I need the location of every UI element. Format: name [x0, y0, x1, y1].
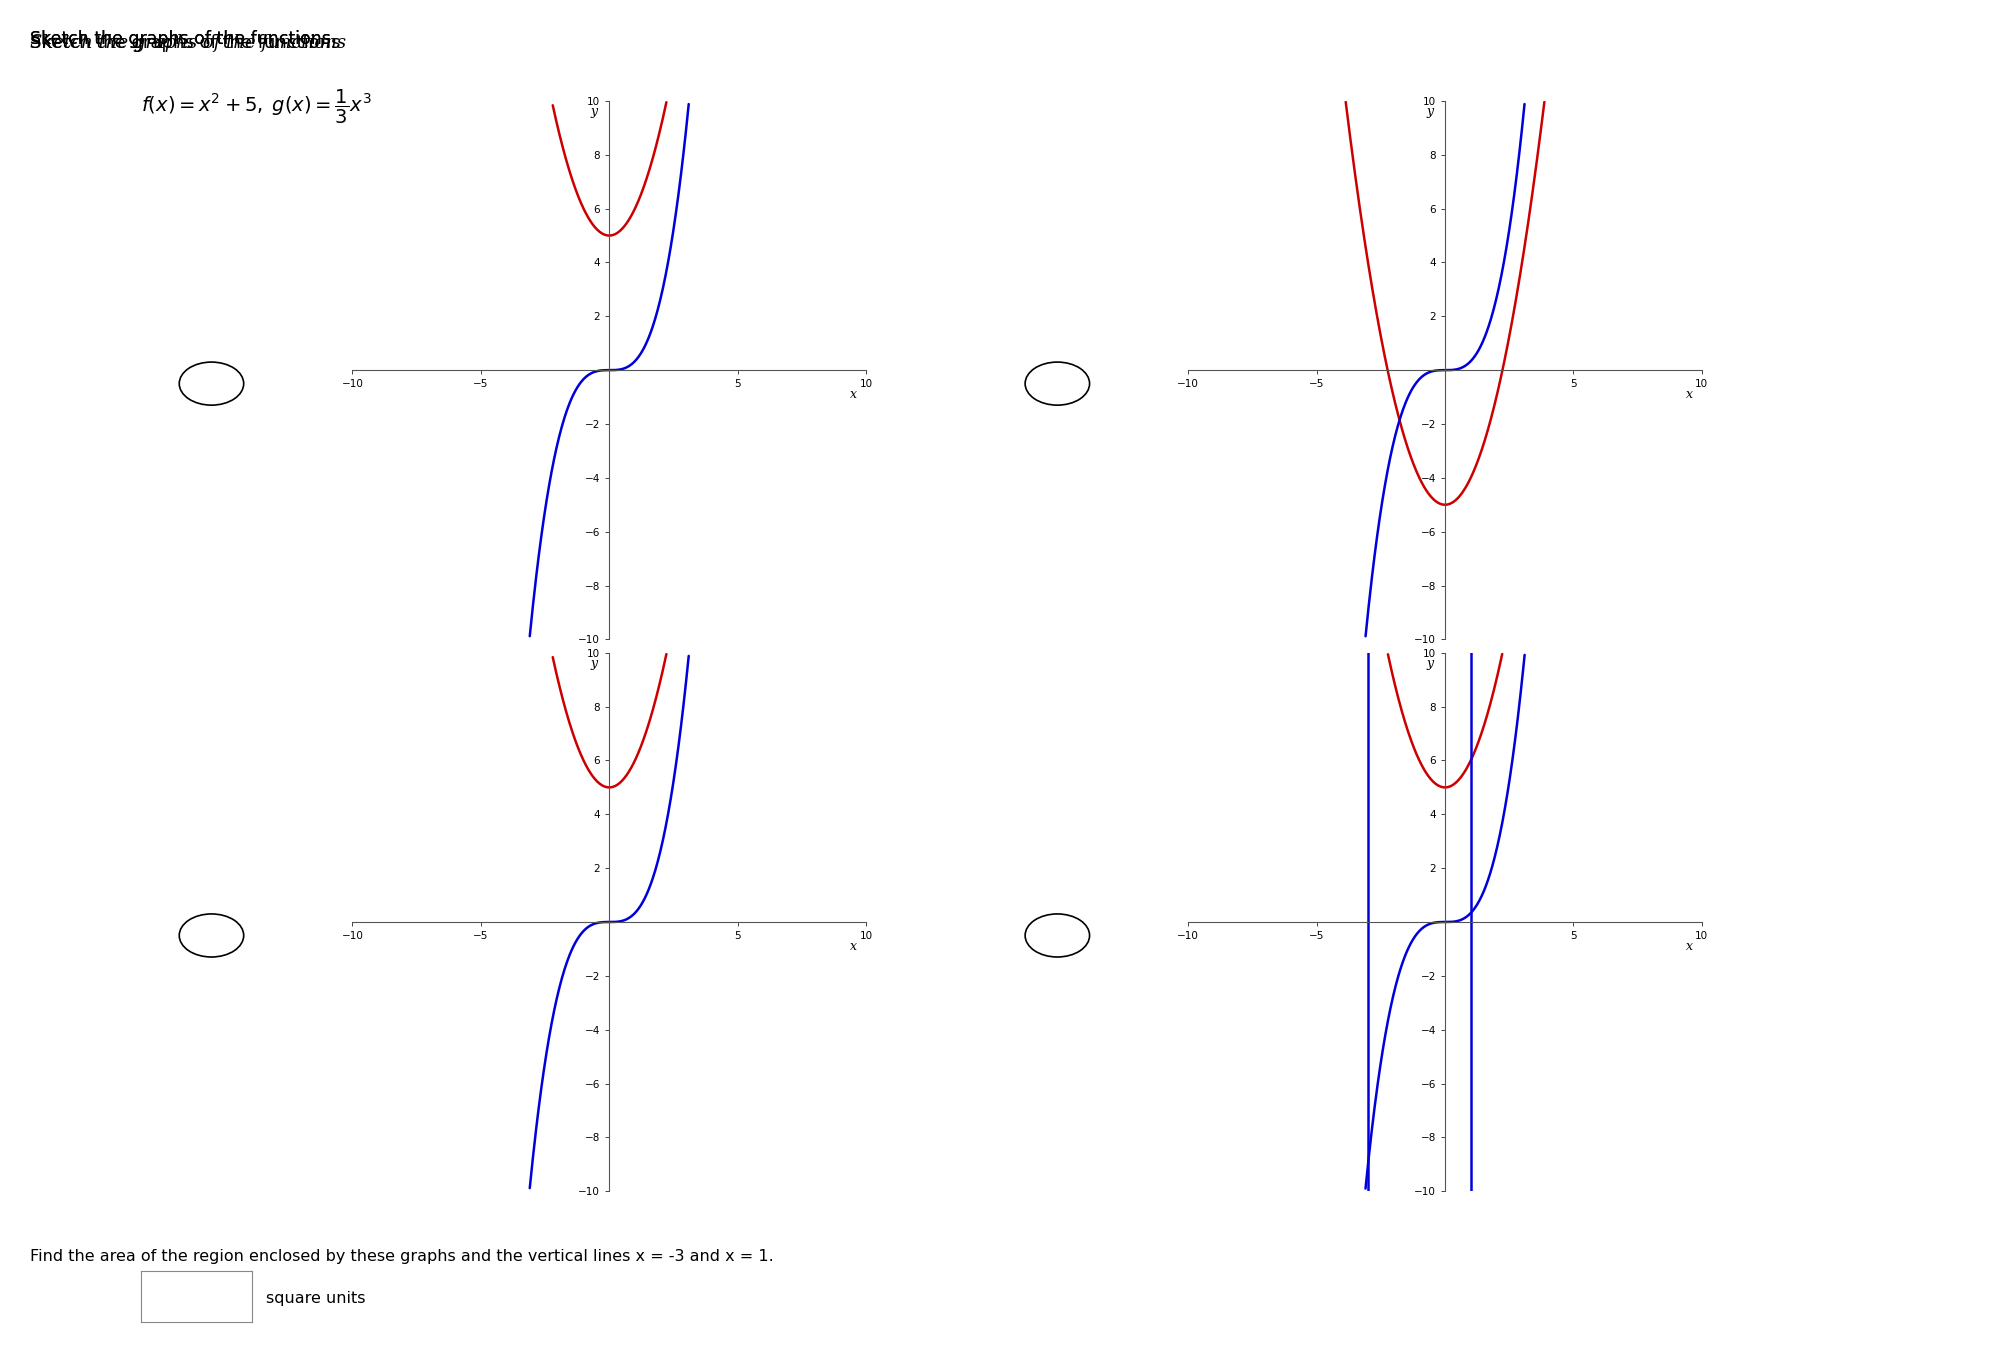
- Text: Sketch the graphs of the functions: Sketch the graphs of the functions: [30, 30, 336, 47]
- Text: Sketch the graphs of the functions: Sketch the graphs of the functions: [30, 34, 346, 51]
- Text: y: y: [1426, 105, 1434, 118]
- Text: square units: square units: [266, 1291, 365, 1307]
- Text: Sketch the graphs of the functions: Sketch the graphs of the functions: [30, 30, 336, 47]
- Text: x: x: [850, 940, 856, 953]
- Text: y: y: [1426, 657, 1434, 670]
- Text: y: y: [590, 657, 598, 670]
- Text: x: x: [850, 388, 856, 401]
- Text: $f(x) = x^2 + 5, \; g(x) = \dfrac{1}{3}x^3$: $f(x) = x^2 + 5, \; g(x) = \dfrac{1}{3}x…: [141, 87, 373, 125]
- Text: Find the area of the region enclosed by these graphs and the vertical lines x = : Find the area of the region enclosed by …: [30, 1249, 773, 1264]
- Text: x: x: [1686, 388, 1692, 401]
- Text: y: y: [590, 105, 598, 118]
- Text: x: x: [1686, 940, 1692, 953]
- Text: Sketch the graphs of the functions: Sketch the graphs of the functions: [30, 34, 352, 51]
